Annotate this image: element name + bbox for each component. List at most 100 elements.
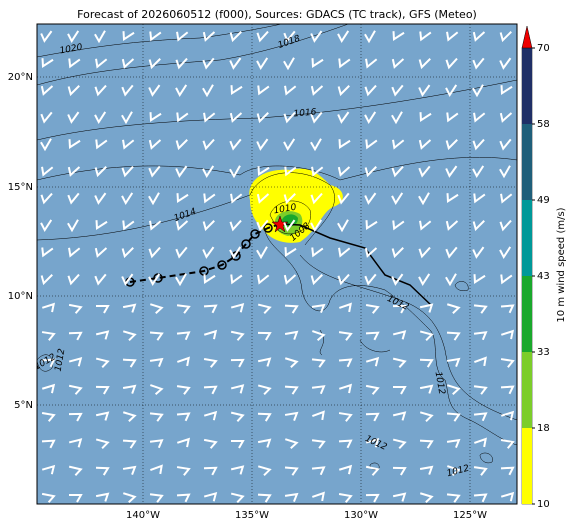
wind-barb [419, 303, 434, 313]
wind-barb [419, 330, 434, 341]
wind-barb [365, 412, 380, 422]
wind-barb [176, 412, 191, 422]
wind-barb [95, 466, 110, 476]
wind-barb [392, 466, 407, 476]
wind-barb [364, 84, 377, 97]
wind-barb [176, 193, 189, 204]
colorbar-tick-label: 18 [537, 423, 550, 434]
wind-barb [418, 165, 431, 178]
wind-barb [149, 112, 162, 123]
wind-barb [41, 411, 56, 422]
wind-barb [257, 331, 272, 341]
wind-barb [67, 30, 80, 44]
wind-barb [284, 330, 299, 340]
colorbar-tick-label: 70 [537, 43, 550, 54]
lat-label: 15°N [8, 182, 33, 193]
wind-barb [419, 31, 432, 42]
wind-barb [284, 357, 299, 369]
wind-barb [148, 192, 160, 206]
colorbar-segment [522, 428, 532, 504]
wind-barb [499, 138, 512, 151]
wind-barb [122, 303, 137, 313]
wind-barb [176, 437, 191, 448]
track-past [129, 223, 281, 283]
wind-barb [338, 412, 353, 422]
wind-barb [256, 193, 270, 204]
wind-barb [229, 165, 241, 179]
wind-barb [337, 166, 351, 177]
wind-barb [445, 57, 458, 70]
wind-barb [284, 438, 299, 450]
colorbar-segment [522, 200, 532, 276]
storm-center [271, 215, 289, 233]
wind-barb [500, 304, 515, 314]
wind-barb [500, 438, 515, 449]
wind-barb [176, 31, 189, 42]
wind-barb [149, 357, 164, 368]
wind-barb [202, 165, 215, 179]
wind-barb [392, 330, 407, 340]
wind-barb [95, 58, 108, 69]
wind-barb [310, 138, 322, 152]
wind-barb [122, 358, 137, 368]
wind-barb [446, 193, 459, 204]
wind-barb [392, 220, 405, 231]
wind-barb [96, 305, 110, 314]
wind-barb [176, 466, 191, 476]
wind-barb [391, 111, 403, 125]
wind-barb [310, 111, 323, 124]
wind-barb [364, 273, 377, 286]
wind-barb [472, 220, 485, 232]
wind-barb [446, 493, 461, 503]
wind-barb [365, 220, 378, 231]
wind-barb [230, 303, 245, 313]
wind-barb [122, 492, 137, 504]
wind-barb [338, 492, 353, 503]
wind-barb [121, 165, 134, 178]
wind-barb [418, 246, 431, 259]
wind-barb [283, 138, 296, 152]
wind-barb [95, 139, 108, 150]
wind-barb [68, 438, 83, 448]
wind-barb [176, 385, 191, 395]
wind-barb [365, 356, 380, 367]
wind-barb [364, 111, 377, 125]
wind-barb [392, 304, 407, 314]
wind-barb [419, 465, 434, 475]
wind-barb [311, 247, 324, 258]
wind-barb [284, 304, 299, 314]
wind-barb [473, 385, 488, 395]
wind-barb [283, 57, 295, 71]
wind-barb [121, 111, 133, 125]
wind-barb [68, 331, 83, 341]
wind-barb [310, 192, 323, 205]
lon-label: 130°W [344, 510, 378, 521]
wind-barb [95, 438, 110, 449]
lon-label: 125°W [453, 510, 487, 521]
wind-barb [230, 411, 245, 422]
colorbar-tick-label: 33 [537, 347, 550, 358]
wind-barb [257, 493, 272, 503]
wind-barb [203, 304, 218, 314]
wind-barb [175, 273, 187, 287]
wind-barb [337, 219, 349, 233]
wind-barb [393, 386, 407, 395]
wind-barb [202, 220, 215, 232]
wind-barb [445, 220, 459, 231]
ocean [37, 24, 517, 504]
wind-barb [284, 492, 299, 503]
wind-barb [257, 303, 272, 314]
wind-barb [311, 358, 326, 368]
wind-barb [175, 246, 188, 259]
wind-barb [446, 412, 461, 422]
wind-barb [203, 492, 218, 502]
title: Forecast of 2026060512 (f000), Sources: … [77, 8, 477, 21]
wind-barb [122, 384, 137, 394]
wind-barb [202, 57, 215, 70]
wind-barb [122, 411, 137, 423]
wind-barb [67, 166, 81, 177]
wind-barb [230, 384, 245, 394]
wind-barb [67, 273, 80, 286]
wind-barb [473, 412, 488, 422]
